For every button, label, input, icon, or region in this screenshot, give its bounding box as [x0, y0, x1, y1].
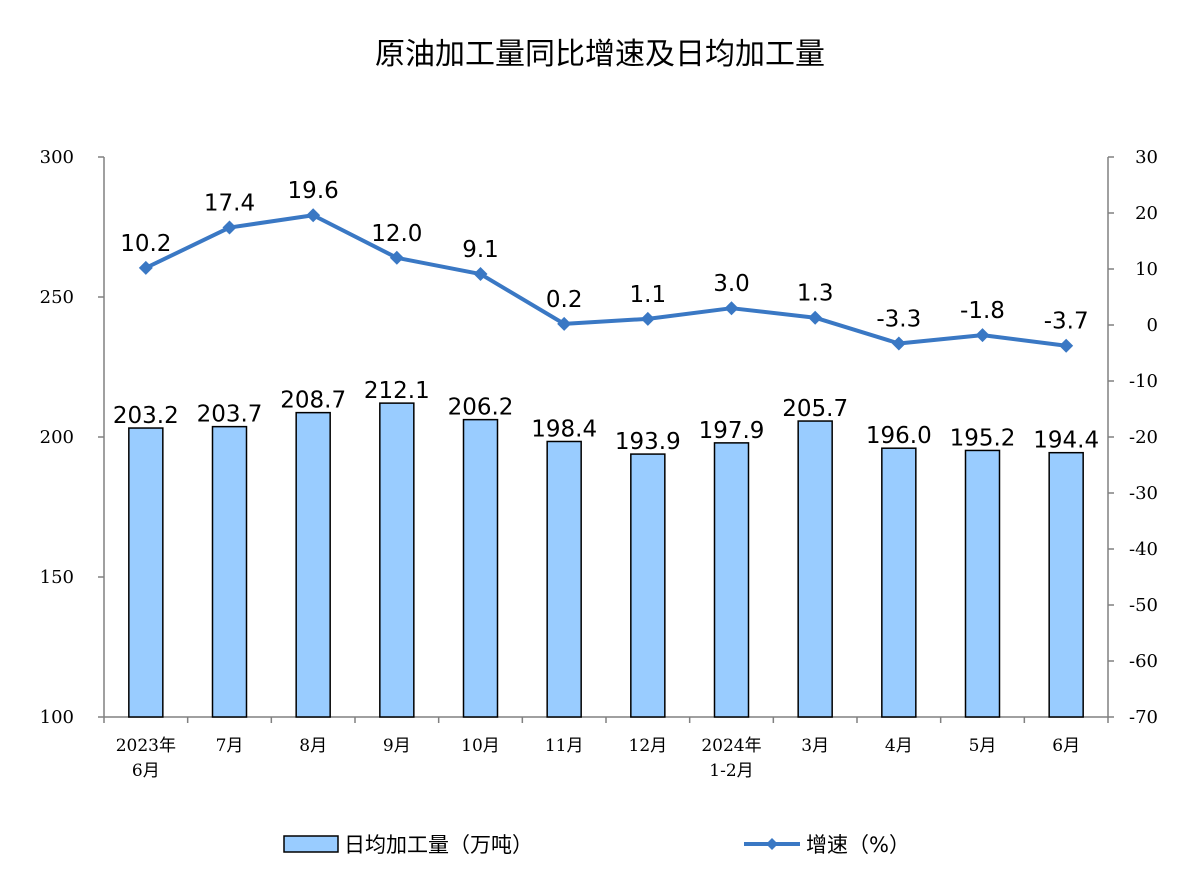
y-right-tick-label: -30	[1129, 483, 1158, 504]
line-point	[138, 260, 153, 275]
bar-data-label: 203.7	[197, 402, 263, 428]
y-right-tick-label: -20	[1129, 427, 1158, 448]
x-tick-label: 4月	[885, 736, 913, 756]
x-tick-label: 10月	[461, 736, 500, 756]
bar	[211, 425, 248, 718]
bar-data-label: 197.9	[699, 418, 765, 444]
line-data-labels: 10.2 17.4 19.6 12.0 9.1 0.2 1.1 3.0 1.3 -3.3 -1.8 -…	[120, 178, 1088, 334]
y-left-tick-label: 300	[40, 147, 74, 168]
axes: 3002502001501003020100-10-20-30-40-50-60…	[40, 147, 1158, 728]
line-point	[222, 220, 237, 235]
bar-data-label: 203.2	[113, 403, 179, 429]
line-data-label: 3.0	[713, 271, 750, 297]
bar-data-label: 198.4	[531, 416, 597, 442]
x-tick-label: 9月	[383, 736, 411, 756]
line-data-label: -1.8	[960, 298, 1005, 324]
bar	[295, 411, 331, 718]
y-left-tick-label: 100	[40, 707, 74, 728]
x-tick-label: 3月	[801, 736, 829, 756]
legend-bar-swatch	[283, 835, 339, 853]
line-data-label: 19.6	[288, 178, 339, 204]
y-right-tick-label: -70	[1129, 707, 1158, 728]
y-right-tick-label: 10	[1135, 259, 1158, 280]
line-point	[891, 336, 906, 351]
chart-title: 原油加工量同比增速及日均加工量	[375, 37, 825, 72]
legend-bar-label: 日均加工量（万吨）	[344, 833, 533, 857]
bar	[630, 453, 666, 718]
bar-data-label: 212.1	[364, 378, 430, 404]
x-tick-label: 2023年	[116, 736, 176, 756]
line-data-label: 0.2	[546, 287, 583, 313]
x-tick-label: 5月	[969, 736, 997, 756]
bar-data-label: 205.7	[782, 396, 848, 422]
bar	[881, 447, 917, 718]
bar-data-label: 196.0	[866, 423, 932, 449]
bar	[462, 418, 499, 718]
y-right-tick-label: 30	[1135, 147, 1158, 168]
x-tick-label: 12月	[629, 736, 668, 756]
x-axis-tick-labels: 2023年 6月 7月 8月 9月 10月 11月 12月 2024年 1-2月 3月 4月 5月 6月	[116, 736, 1080, 781]
bar	[964, 449, 1001, 718]
line-series	[138, 208, 1074, 353]
y-right-tick-label: -50	[1129, 595, 1158, 616]
line-point	[975, 328, 990, 343]
line-point	[557, 316, 572, 331]
bar-data-label: 206.2	[448, 395, 514, 421]
line-data-label: 17.4	[204, 191, 255, 217]
x-tick-label: 7月	[216, 736, 244, 756]
bar	[797, 420, 833, 718]
x-tick-label: 2024年	[701, 736, 761, 756]
x-tick-label: 6月	[132, 761, 160, 781]
bar-data-label: 194.4	[1033, 428, 1099, 454]
bar-series	[128, 402, 1084, 718]
y-right-tick-label: -10	[1129, 371, 1158, 392]
bar	[713, 442, 750, 718]
line-point	[1059, 338, 1074, 353]
line-data-label: 9.1	[462, 237, 499, 263]
legend: 日均加工量（万吨） 增速（%）	[283, 833, 910, 857]
bar-data-label: 195.2	[950, 425, 1016, 451]
y-left-tick-label: 250	[40, 287, 74, 308]
y-right-tick-label: -60	[1129, 651, 1158, 672]
line-point	[724, 301, 739, 316]
line-data-label: 10.2	[120, 231, 171, 257]
line-data-label: 12.0	[371, 221, 422, 247]
bar	[128, 427, 164, 718]
bar-data-label: 208.7	[280, 388, 346, 414]
y-right-tick-label: -40	[1129, 539, 1158, 560]
bar	[546, 440, 582, 718]
line-point	[389, 250, 404, 265]
line-data-label: -3.7	[1044, 309, 1089, 335]
legend-line-marker	[766, 838, 778, 850]
y-right-tick-label: 20	[1135, 203, 1158, 224]
bar	[1048, 451, 1084, 718]
line-point	[640, 311, 655, 326]
bar-data-labels: 203.2 203.7 208.7 212.1 206.2 198.4 193.9 197.9…	[113, 378, 1099, 455]
line-path	[144, 213, 1067, 348]
line-point	[808, 310, 823, 325]
bar-data-label: 193.9	[615, 429, 681, 455]
x-tick-label: 8月	[299, 736, 327, 756]
legend-line-label: 增速（%）	[806, 833, 910, 857]
y-right-tick-label: 0	[1147, 315, 1158, 336]
line-data-label: 1.1	[630, 282, 667, 308]
x-tick-label: 1-2月	[709, 761, 753, 781]
line-data-label: -3.3	[876, 306, 921, 332]
x-tick-label: 6月	[1052, 736, 1080, 756]
line-point	[306, 208, 321, 223]
y-left-tick-label: 150	[40, 567, 74, 588]
bar	[379, 402, 415, 718]
line-data-label: 1.3	[797, 281, 834, 307]
y-left-tick-label: 200	[40, 427, 74, 448]
line-point	[473, 267, 488, 282]
x-tick-label: 11月	[545, 736, 584, 756]
